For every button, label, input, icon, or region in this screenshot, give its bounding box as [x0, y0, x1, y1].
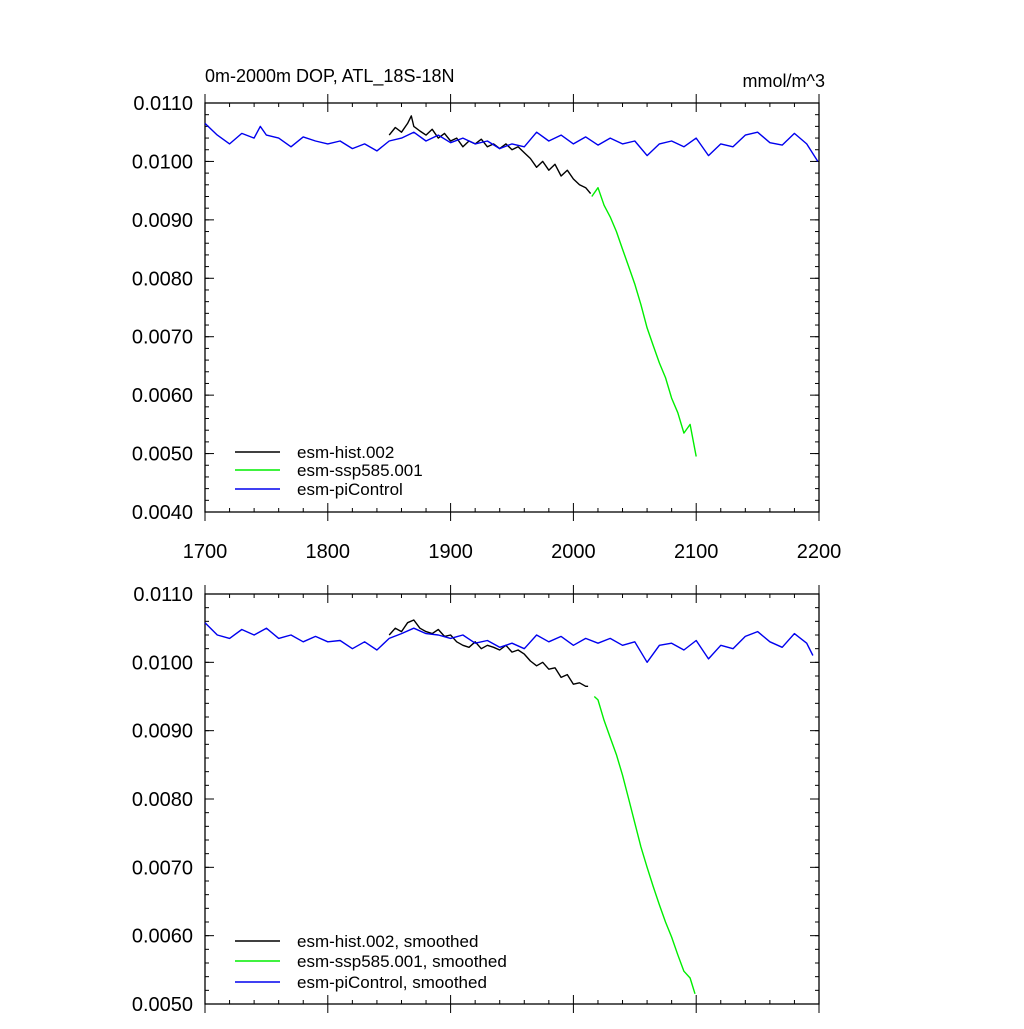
top-legend: esm-hist.002 esm-ssp585.001 esm-piContro…: [235, 443, 423, 499]
top-chart-title: 0m-2000m DOP, ATL_18S-18N: [205, 66, 454, 87]
legend-label-esm-ssp585: esm-ssp585.001: [297, 461, 423, 480]
y-tick-label: 0.0110: [133, 584, 193, 606]
bottom-legend: esm-hist.002, smoothed esm-ssp585.001, s…: [235, 932, 507, 992]
top-axis-ticks: 0.0040 0.0050 0.0060 0.0070 0.0080 0.0090 0.01…: [132, 93, 841, 563]
y-tick-label: 0.0060: [132, 926, 193, 948]
x-tick-label: 2000: [551, 541, 596, 563]
bottom-series-lines: [204, 619, 814, 995]
legend-label-esm-ssp585-smoothed: esm-ssp585.001, smoothed: [297, 952, 507, 971]
y-tick-label: 0.0090: [132, 721, 193, 743]
legend-label-esm-picontrol-smoothed: esm-piControl, smoothed: [297, 973, 487, 992]
y-tick-label: 0.0060: [132, 385, 193, 407]
top-series-lines: [204, 115, 819, 457]
y-tick-label: 0.0050: [132, 994, 193, 1016]
y-tick-label: 0.0110: [133, 93, 193, 115]
y-tick-label: 0.0070: [132, 327, 193, 349]
y-tick-label: 0.0100: [132, 151, 193, 173]
x-tick-label: 1900: [428, 541, 473, 563]
top-plot-frame: [204, 102, 820, 513]
series-line-1: [593, 695, 696, 995]
y-tick-label: 0.0090: [132, 210, 193, 232]
series-line-0: [388, 619, 589, 687]
y-tick-label: 0.0070: [132, 857, 193, 879]
bottom-panel: 0.0050 0.0060 0.0070 0.0080 0.0090 0.0100 0.01…: [132, 584, 820, 1016]
y-tick-label: 0.0080: [132, 268, 193, 290]
legend-label-esm-picontrol: esm-piControl: [297, 480, 403, 499]
y-tick-label: 0.0050: [132, 444, 193, 466]
top-panel: 0m-2000m DOP, ATL_18S-18N mmol/m^3 0.004…: [132, 66, 841, 563]
bottom-axis-ticks: 0.0050 0.0060 0.0070 0.0080 0.0090 0.0100 0.01…: [132, 584, 820, 1016]
legend-label-esm-hist-smoothed: esm-hist.002, smoothed: [297, 932, 478, 951]
x-tick-label: 1700: [183, 541, 228, 563]
series-line-2: [204, 122, 819, 162]
x-tick-label: 2100: [674, 541, 719, 563]
y-tick-label: 0.0040: [132, 502, 193, 524]
series-line-1: [591, 186, 697, 457]
top-chart-units: mmol/m^3: [743, 71, 825, 91]
series-line-2: [204, 622, 814, 663]
x-tick-label: 1800: [306, 541, 351, 563]
y-tick-label: 0.0080: [132, 789, 193, 811]
legend-label-esm-hist: esm-hist.002: [297, 443, 394, 462]
series-line-0: [388, 115, 592, 195]
x-tick-label: 2200: [797, 541, 842, 563]
y-tick-label: 0.0100: [132, 652, 193, 674]
